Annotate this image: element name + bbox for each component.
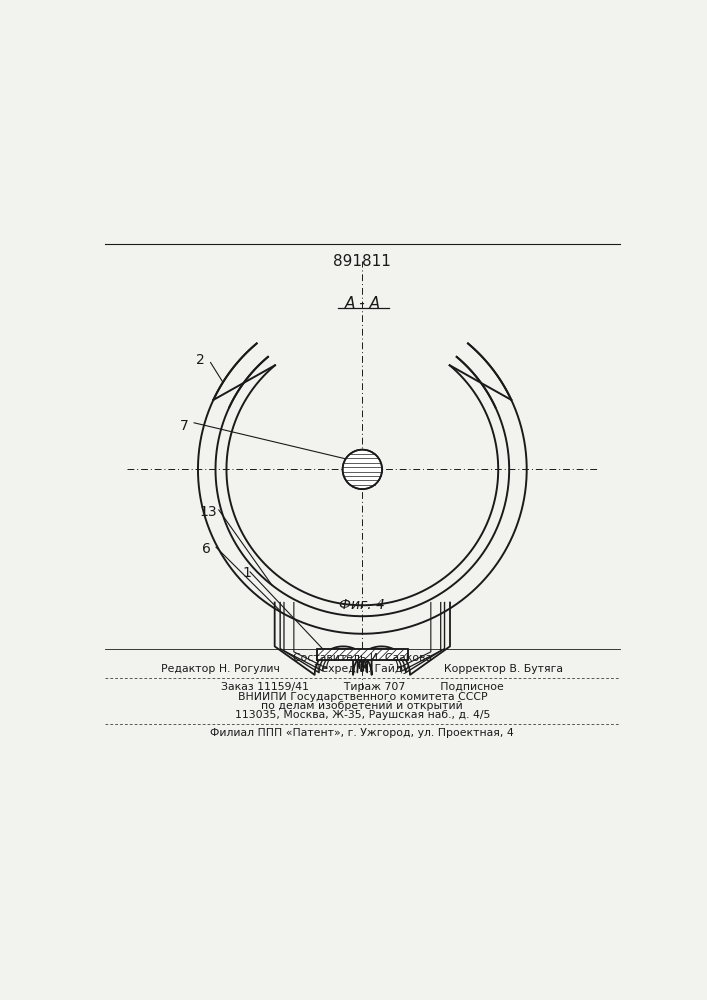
Text: 2: 2 [197,353,205,367]
Text: 6: 6 [201,542,211,556]
Text: 113035, Москва, Ж-35, Раушская наб., д. 4/5: 113035, Москва, Ж-35, Раушская наб., д. … [235,710,490,720]
Text: A - A: A - A [344,296,380,311]
Text: 891811: 891811 [334,254,391,269]
Text: 7: 7 [180,419,189,433]
Text: Фиг. 4: Фиг. 4 [339,598,385,612]
Circle shape [343,450,382,489]
Text: ВНИИПИ Государственного комитета СССР: ВНИИПИ Государственного комитета СССР [238,692,487,702]
Bar [317,649,407,660]
Text: 13: 13 [199,505,216,519]
Text: 1: 1 [243,566,252,580]
Text: Редактор Н. Рогулич          Техред И. Гайду          Корректор В. Бутяга: Редактор Н. Рогулич Техред И. Гайду Корр… [161,664,563,674]
Text: Филиал ППП «Патент», г. Ужгород, ул. Проектная, 4: Филиал ППП «Патент», г. Ужгород, ул. Про… [211,728,514,738]
Text: по делам изобретений и открытий: по делам изобретений и открытий [262,701,463,711]
Bar [317,649,407,660]
Text: Заказ 11159/41          Тираж 707          Подписное: Заказ 11159/41 Тираж 707 Подписное [221,682,503,692]
Text: Составитель И. Саакова: Составитель И. Саакова [293,653,432,663]
